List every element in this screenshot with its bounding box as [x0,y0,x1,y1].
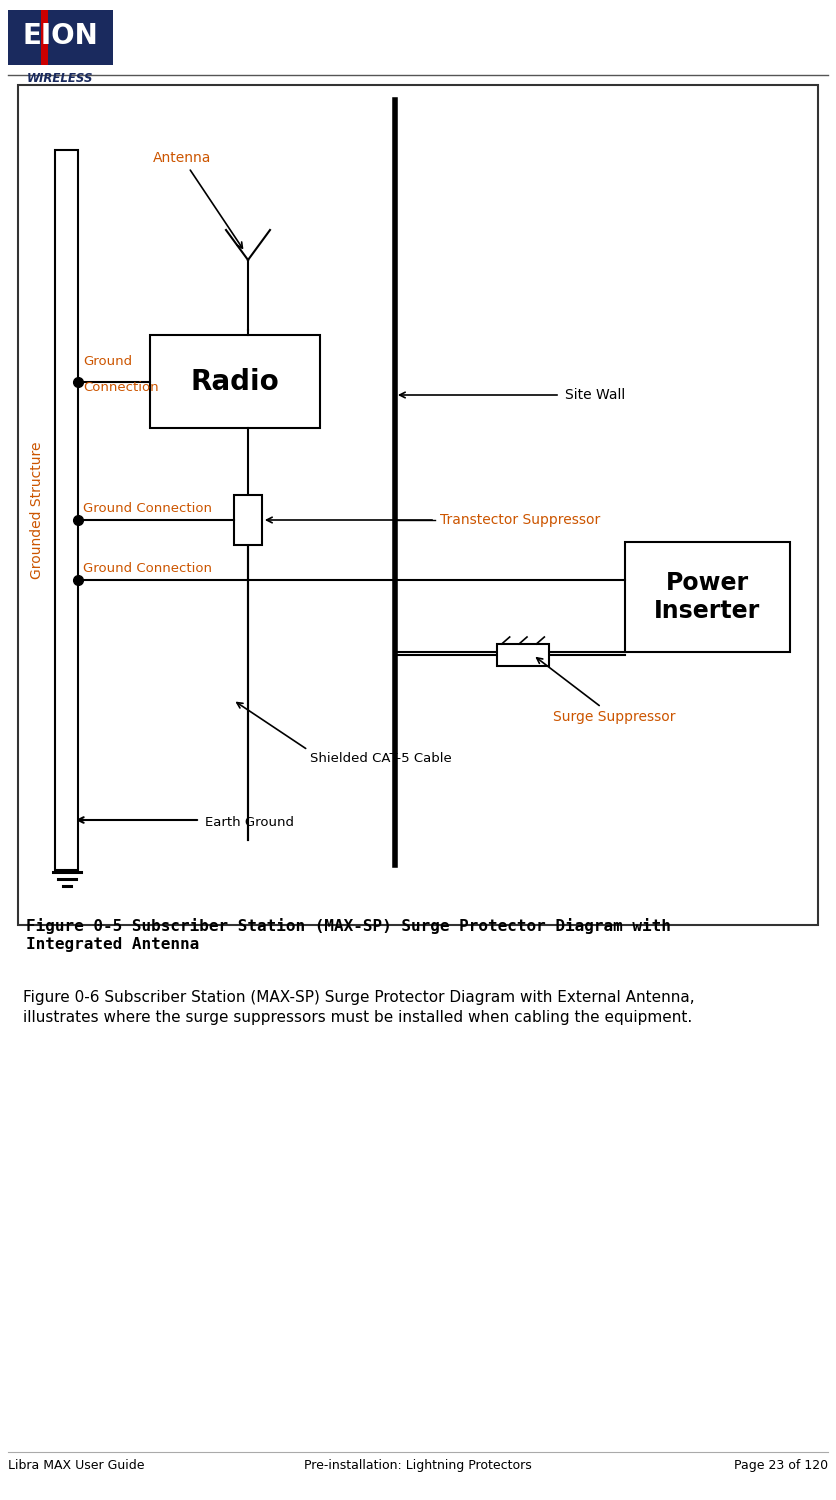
Text: Integrated Antenna: Integrated Antenna [26,938,199,952]
Text: Pre-installation: Lightning Protectors: Pre-installation: Lightning Protectors [304,1460,532,1472]
Text: Earth Ground: Earth Ground [205,816,294,828]
Text: Power: Power [666,572,749,596]
Text: Grounded Structure: Grounded Structure [30,441,44,579]
Text: Ground: Ground [83,356,132,368]
Text: Shielded CAT-5 Cable: Shielded CAT-5 Cable [310,752,451,765]
Bar [234,495,262,544]
Bar [625,542,790,652]
Bar [150,334,320,427]
Text: Ground Connection: Ground Connection [83,562,212,574]
Bar [497,644,549,666]
Text: Figure 0-5 Subscriber Station (MAX-SP) Surge Protector Diagram with: Figure 0-5 Subscriber Station (MAX-SP) S… [26,918,670,934]
Bar [41,10,48,64]
Bar [8,10,113,64]
Text: Ground Connection: Ground Connection [83,503,212,515]
Text: Transtector Suppressor: Transtector Suppressor [440,513,600,526]
Text: Connection: Connection [83,381,159,394]
Text: Libra MAX User Guide: Libra MAX User Guide [8,1460,145,1472]
Bar [55,150,78,870]
Text: Surge Suppressor: Surge Suppressor [537,658,675,724]
Text: Antenna: Antenna [153,152,242,248]
Text: Inserter: Inserter [655,598,761,622]
Text: Site Wall: Site Wall [565,388,625,402]
Text: WIRELESS: WIRELESS [28,72,94,86]
Text: EION: EION [23,21,99,50]
Text: Page 23 of 120: Page 23 of 120 [734,1460,828,1472]
Text: Radio: Radio [191,368,279,396]
Text: illustrates where the surge suppressors must be installed when cabling the equip: illustrates where the surge suppressors … [23,1010,692,1025]
Text: Figure 0-6 Subscriber Station (MAX-SP) Surge Protector Diagram with External Ant: Figure 0-6 Subscriber Station (MAX-SP) S… [23,990,695,1005]
Bar [18,86,818,925]
